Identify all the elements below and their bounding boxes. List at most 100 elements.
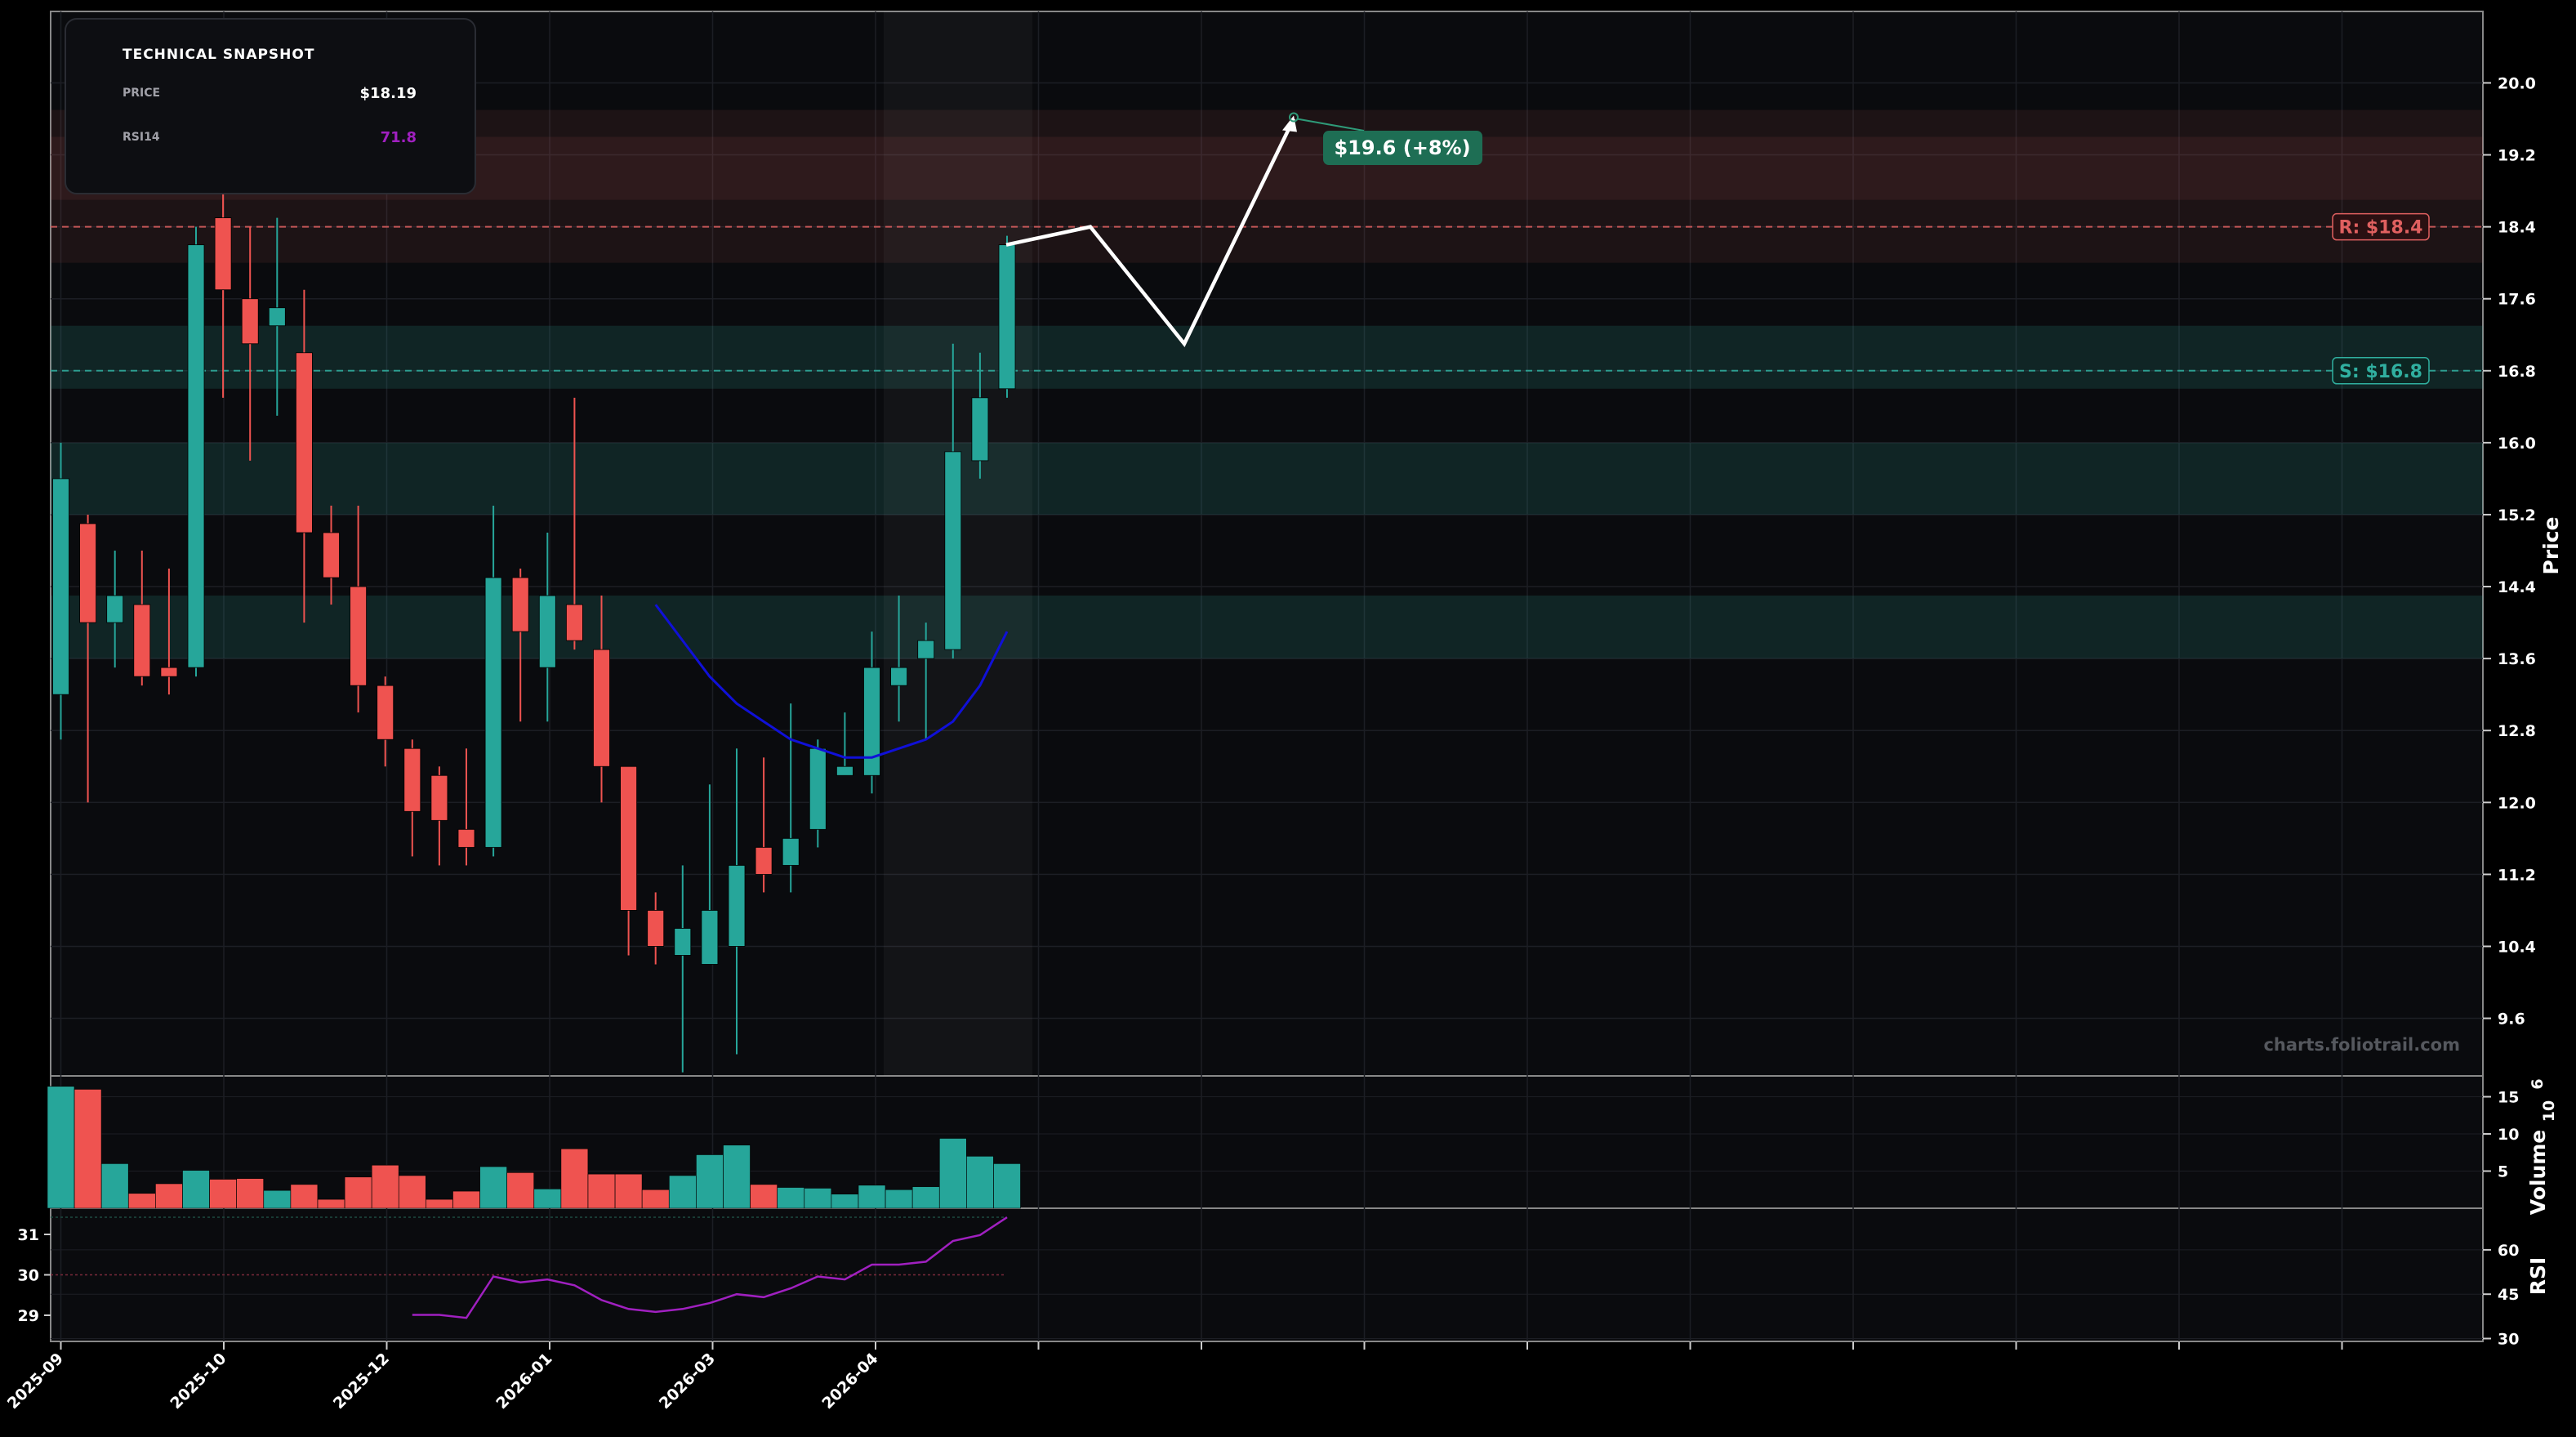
volume-bar — [344, 1176, 372, 1209]
projection-arrowhead — [1282, 115, 1297, 132]
candle-body — [511, 577, 529, 632]
candle — [79, 514, 96, 803]
volume-bar — [452, 1190, 480, 1209]
target-label: $19.6 (+8%) — [1334, 136, 1470, 159]
candle-body — [890, 667, 907, 686]
volume-bar — [263, 1189, 292, 1209]
support-label-box — [2332, 357, 2430, 385]
volume-bar — [750, 1184, 778, 1209]
volume-bar — [804, 1188, 832, 1209]
volume-bar — [317, 1198, 345, 1209]
candle-body — [106, 595, 124, 623]
volume-tick-label: 5 — [2498, 1163, 2508, 1181]
candle — [620, 765, 637, 956]
snapshot-rsi-label: RSI14 — [123, 131, 160, 144]
candle-body — [836, 765, 853, 776]
candle-body — [782, 837, 800, 866]
price-tick-label: 12.0 — [2498, 794, 2536, 812]
snapshot-price-value: $18.19 — [360, 85, 417, 102]
candle — [566, 397, 583, 650]
volume-bar — [426, 1198, 453, 1209]
candle — [890, 596, 907, 722]
price-tick-label: 16.8 — [2498, 363, 2536, 381]
candle-body — [484, 577, 502, 848]
volume-bar — [696, 1154, 724, 1209]
rsi-line — [412, 1216, 1008, 1319]
price-tick-label: 10.4 — [2498, 938, 2536, 956]
candle-body — [998, 244, 1016, 390]
volume-bar — [723, 1145, 751, 1209]
candle — [944, 343, 962, 659]
volume-bar — [911, 1186, 940, 1209]
volume-tick-label: 15 — [2498, 1089, 2519, 1107]
candle-body — [917, 640, 935, 659]
candle-body — [241, 298, 259, 345]
price-tick-label: 11.2 — [2498, 866, 2536, 884]
target-connector — [1296, 118, 1365, 132]
candle — [430, 766, 448, 866]
volume-unit-label: 10 — [2540, 1100, 2558, 1122]
volume-bar — [155, 1183, 183, 1209]
candle-body — [187, 244, 205, 668]
volume-tick-label: 10 — [2498, 1126, 2519, 1144]
candle — [268, 217, 286, 416]
candle-body — [350, 586, 368, 686]
technical-snapshot: TECHNICAL SNAPSHOT PRICE $18.19 RSI14 71… — [65, 18, 476, 194]
resistance-label: R: $18.4 — [2339, 218, 2423, 239]
candle-body — [430, 774, 448, 821]
price-tick-label: 13.6 — [2498, 650, 2536, 668]
volume-bar — [885, 1189, 913, 1209]
price-tick-label: 16.0 — [2498, 435, 2536, 453]
rsi-tick-label: 30 — [2498, 1331, 2519, 1349]
candle — [863, 631, 880, 794]
candle — [971, 352, 989, 479]
volume-bar — [47, 1086, 75, 1209]
resistance-label-box — [2332, 212, 2430, 241]
candle-body — [701, 910, 719, 965]
price-axis-label: Price — [2539, 517, 2563, 575]
volume-panel — [50, 1075, 2484, 1209]
volume-bar — [209, 1179, 237, 1209]
candle — [728, 748, 746, 1055]
candle — [133, 551, 151, 686]
candle-body — [944, 451, 962, 650]
support-zone — [51, 596, 2483, 659]
candle — [998, 235, 1016, 398]
candle-body — [538, 595, 556, 668]
volume-bar — [128, 1193, 156, 1209]
volume-bar — [506, 1172, 535, 1209]
snapshot-rsi-value: 71.8 — [381, 129, 417, 146]
candle — [187, 226, 205, 677]
volume-bar — [290, 1184, 319, 1209]
volume-bar — [371, 1164, 399, 1209]
candle-body — [647, 910, 665, 947]
candle — [377, 676, 394, 767]
candle-body — [79, 523, 96, 623]
volume-bar — [560, 1148, 589, 1209]
candle-body — [160, 667, 178, 677]
volume-bar — [100, 1163, 129, 1209]
candle — [350, 505, 368, 713]
support-label: S: $16.8 — [2339, 362, 2422, 382]
volume-bar — [587, 1173, 616, 1209]
rsi-left-tick-label: 31 — [18, 1226, 39, 1244]
candle — [323, 505, 340, 605]
price-tick-label: 9.6 — [2498, 1011, 2525, 1029]
price-tick-label: 14.4 — [2498, 578, 2536, 596]
candle-body — [620, 765, 637, 911]
candle-body — [214, 217, 232, 291]
candle — [538, 532, 556, 722]
rsi-left-tick-label: 30 — [18, 1267, 39, 1285]
volume-bar — [993, 1163, 1021, 1209]
volume-bar — [668, 1175, 697, 1209]
target-marker — [1289, 112, 1299, 123]
candle — [52, 442, 69, 740]
candle-body — [755, 846, 773, 875]
candle-body — [809, 748, 827, 830]
volume-bar — [182, 1170, 210, 1209]
candle-body — [863, 667, 880, 776]
candle-body — [295, 352, 313, 533]
candle — [403, 739, 421, 857]
candle-body — [674, 928, 692, 956]
